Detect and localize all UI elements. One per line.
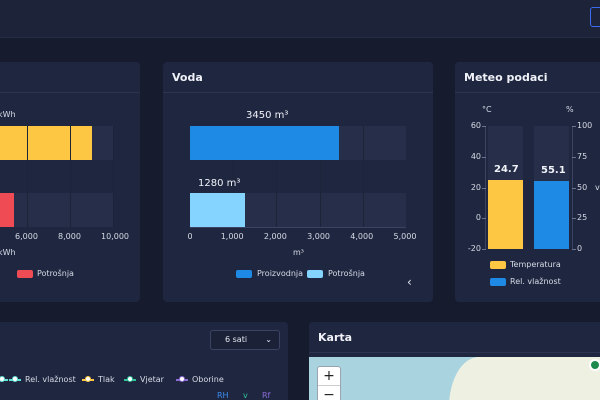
water-data-label-consumption: 1280 m³ (198, 178, 241, 189)
energy-gridline (70, 126, 71, 228)
energy-bar-production (0, 126, 92, 160)
water-gridline (319, 126, 321, 228)
chevron-down-icon: ⌄ (265, 335, 272, 344)
meteo-right-tick (572, 156, 576, 158)
history-legend-label[interactable]: Tlak (98, 375, 115, 384)
time-range-select[interactable]: 6 sati ⌄ (210, 330, 280, 350)
zoom-out-button[interactable]: − (323, 387, 335, 400)
energy-unit-fragment: kWh (0, 110, 16, 119)
meteo-data-label-humidity: 55.1 (541, 165, 566, 177)
meteo-left-unit: °C (482, 105, 492, 114)
legend-line-icon[interactable] (9, 376, 21, 382)
water-tick-label: 4,000 (350, 232, 374, 241)
water-xunit: m³ (293, 248, 304, 257)
zoom-in-button[interactable]: + (318, 367, 340, 386)
legend-line-icon[interactable] (124, 376, 136, 382)
energy-tick-label: 6,000 (15, 232, 38, 241)
water-tick-label: 2,000 (263, 232, 287, 241)
meteo-left-tick (482, 156, 486, 158)
meteo-left-tick (482, 187, 486, 189)
top-right-button[interactable] (590, 7, 600, 27)
energy-gridline (27, 126, 28, 228)
meteo-left-tick (482, 126, 486, 127)
meteo-right-tick (572, 126, 576, 127)
time-range-value: 6 sati (225, 335, 248, 344)
water-gridline (276, 126, 278, 228)
map-card-title: Karta (309, 322, 600, 353)
legend-line-icon[interactable] (82, 376, 94, 382)
history-legend-label[interactable]: Rel. vlažnost (25, 375, 76, 384)
meteo-right-unit: % (566, 105, 574, 114)
legend-swatch-temperature (490, 261, 506, 269)
meteo-right-tick-label: 50 (577, 182, 588, 192)
energy-track-consumption (0, 193, 113, 227)
water-bar-production (190, 126, 340, 160)
water-tick-label: 0 (187, 232, 193, 241)
meteo-right-tick (572, 218, 576, 220)
meteo-data-label-temperature: 24.7 (494, 164, 519, 176)
water-axis-line (190, 227, 406, 228)
history-legend-label[interactable]: Oborine (192, 375, 224, 384)
water-gridline (362, 126, 364, 228)
history-axis-label: v (243, 391, 248, 400)
map-marker-icon[interactable] (589, 359, 600, 371)
map-land-area (449, 357, 600, 400)
meteo-card-title: Meteo podaci (455, 62, 600, 93)
meteo-bar-temperature (488, 180, 523, 249)
legend-label-consumption: Potrošnja (328, 269, 365, 278)
meteo-right-tick-label: 75 (577, 151, 588, 161)
water-gridline (233, 126, 235, 228)
legend-label-temperature: Temperatura (510, 260, 561, 269)
energy-bar-consumption (0, 193, 14, 227)
meteo-left-tick-label: 20 (470, 182, 481, 192)
history-axis-label: RH (217, 391, 229, 400)
meteo-card: Meteo podaci (455, 62, 600, 302)
legend-label-production: Proizvodnja (257, 269, 304, 278)
energy-tick-label: 8,000 (58, 232, 81, 241)
map-zoom-control: + − (317, 366, 341, 400)
history-legend-label[interactable]: Vjetar (140, 375, 164, 384)
meteo-right-tick-label: 100 (577, 121, 593, 130)
chevron-left-icon[interactable]: ‹ (407, 275, 412, 289)
meteo-left-tick-label: 40 (470, 151, 481, 161)
meteo-left-tick (482, 249, 486, 250)
history-axis-label: Rf (262, 391, 271, 400)
legend-label-humidity: Rel. vlažnost (510, 277, 561, 286)
meteo-right-axis-fragment: v (595, 183, 600, 192)
water-tick-label: 5,000 (393, 232, 417, 241)
legend-swatch-humidity (490, 278, 506, 286)
energy-xunit-fragment: kWh (0, 248, 16, 257)
water-tick-label: 3,000 (307, 232, 330, 241)
meteo-right-tick (572, 249, 576, 250)
legend-line-icon[interactable] (176, 376, 188, 382)
meteo-left-tick-label: 60 (470, 121, 481, 130)
map-view[interactable] (309, 357, 600, 400)
legend-swatch-consumption (17, 270, 33, 278)
top-navigation-bar (0, 0, 600, 38)
water-bar-consumption (190, 193, 246, 227)
water-data-label-production: 3450 m³ (246, 110, 289, 121)
water-tick-label: 1,000 (220, 232, 244, 241)
meteo-bar-humidity (534, 181, 569, 249)
meteo-right-tick-label: 25 (577, 213, 588, 223)
legend-swatch-production (236, 270, 252, 278)
energy-gridline (113, 126, 114, 228)
legend-swatch-consumption (307, 270, 323, 278)
legend-label-consumption: Potrošnja (37, 269, 74, 278)
legend-line-icon (0, 376, 8, 382)
energy-card-header (0, 62, 140, 93)
meteo-right-tick (572, 187, 576, 189)
water-card-title: Voda (163, 62, 433, 93)
water-card: Voda (163, 62, 433, 302)
meteo-right-tick-label: 0 (577, 244, 583, 253)
energy-tick-label: 10,000 (101, 232, 129, 241)
meteo-left-tick (482, 218, 486, 220)
meteo-left-tick-label: -20 (467, 244, 481, 253)
meteo-left-tick-label: 0 (475, 213, 481, 223)
